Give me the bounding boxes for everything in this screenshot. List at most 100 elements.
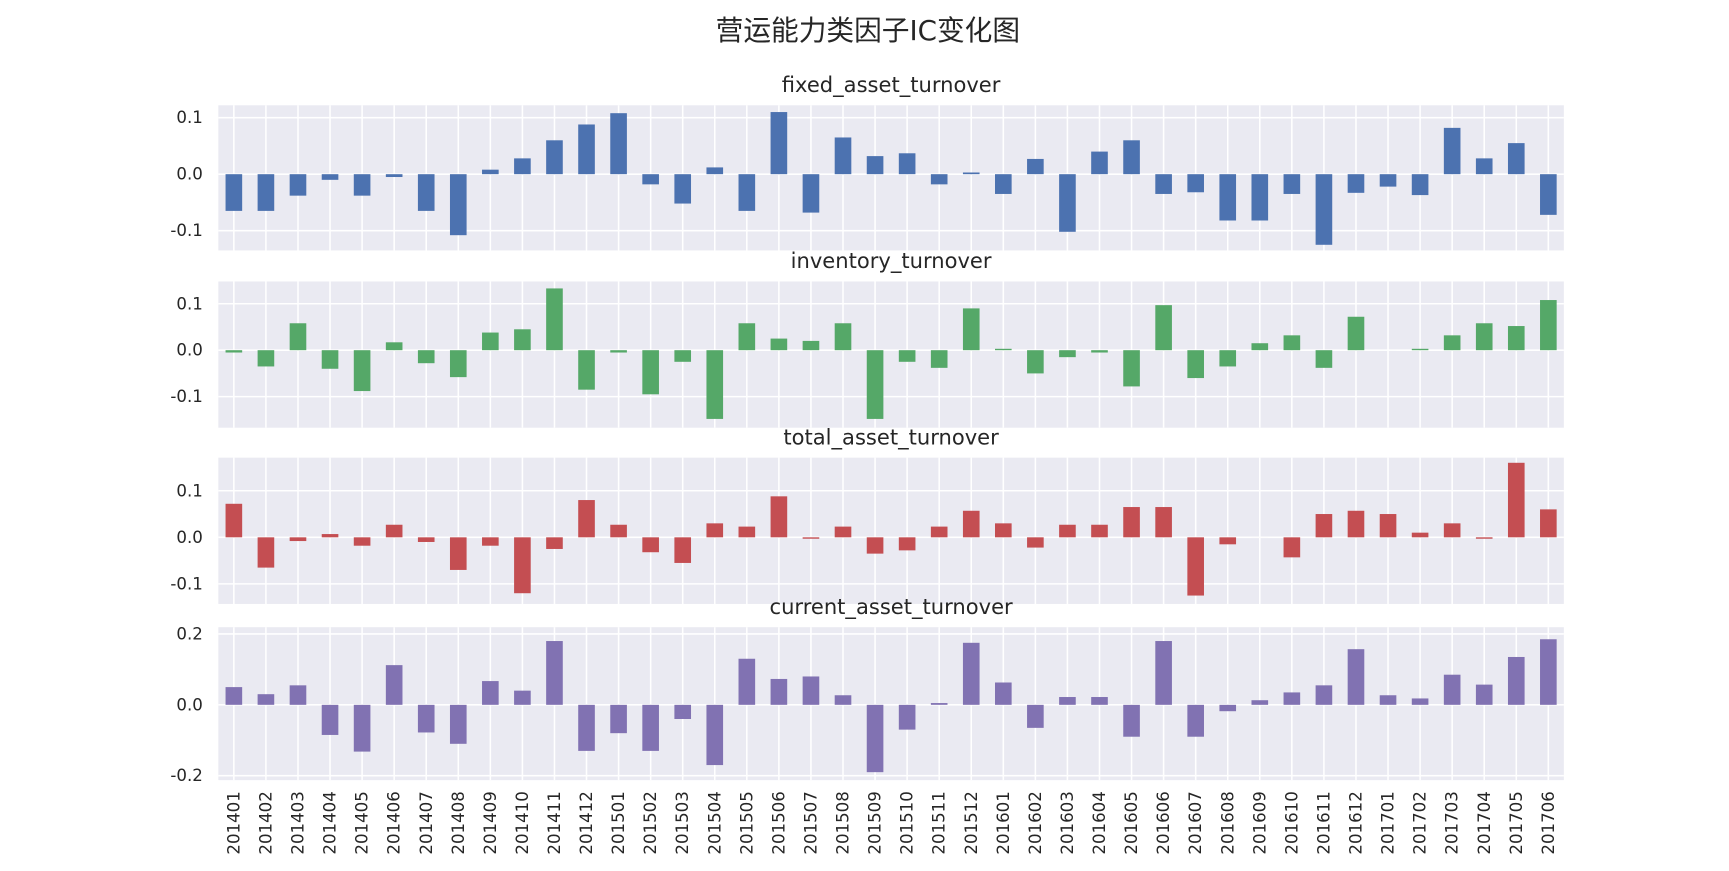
bar-201411 — [546, 537, 563, 549]
bar-201607 — [1187, 350, 1204, 379]
bar-201503 — [674, 704, 692, 719]
bar-201501 — [610, 350, 627, 353]
bar-201703 — [1443, 523, 1461, 538]
bar-201503 — [674, 537, 692, 563]
x-tick-label: 201410 — [513, 791, 532, 854]
chart-title: 营运能力类因子IC变化图 — [716, 14, 1020, 47]
x-tick-label: 201403 — [289, 791, 308, 854]
bar-201705 — [1507, 462, 1525, 538]
x-tick-label: 201411 — [545, 791, 564, 854]
bar-201610 — [1283, 335, 1301, 351]
x-tick-label: 201407 — [417, 791, 436, 854]
bar-201504 — [706, 350, 724, 419]
bar-201412 — [578, 124, 595, 175]
bar-201405 — [353, 704, 371, 752]
bar-201401 — [225, 174, 243, 211]
x-tick-label: 201511 — [930, 791, 949, 854]
x-tick-label: 201501 — [609, 791, 628, 854]
bar-201411 — [546, 140, 563, 175]
bar-201609 — [1251, 700, 1269, 705]
bar-201608 — [1219, 537, 1237, 545]
subplot-title: total_asset_turnover — [783, 424, 999, 449]
bar-201504 — [706, 704, 724, 766]
bar-201403 — [289, 537, 307, 542]
bar-201609 — [1251, 174, 1269, 221]
bar-201404 — [321, 704, 339, 735]
bar-201505 — [738, 526, 756, 538]
bar-201610 — [1283, 692, 1301, 705]
x-tick-label: 201406 — [385, 791, 404, 854]
x-tick-label: 201509 — [866, 791, 885, 854]
bar-201509 — [866, 537, 884, 554]
bar-201512 — [962, 510, 980, 538]
bar-201611 — [1315, 685, 1333, 705]
plot-background — [218, 457, 1564, 604]
x-tick-label: 201405 — [353, 791, 372, 854]
bar-201507 — [802, 537, 820, 539]
bar-201405 — [353, 537, 371, 546]
bar-201706 — [1540, 509, 1557, 538]
plot-background — [218, 627, 1564, 781]
bar-201501 — [610, 113, 627, 175]
bar-201703 — [1443, 335, 1461, 351]
bar-201512 — [962, 642, 980, 705]
bar-201601 — [994, 682, 1012, 705]
bar-201406 — [385, 665, 403, 705]
bar-201508 — [834, 323, 852, 351]
bar-201409 — [482, 537, 499, 546]
subplot-title: fixed_asset_turnover — [782, 72, 1001, 97]
bar-201405 — [353, 174, 371, 196]
bar-201505 — [738, 174, 756, 211]
bar-201510 — [898, 350, 916, 362]
bar-201602 — [1027, 158, 1044, 175]
bar-201605 — [1123, 140, 1140, 175]
bar-201706 — [1540, 174, 1557, 215]
bar-201703 — [1443, 127, 1461, 175]
bar-201408 — [449, 704, 467, 744]
bar-201607 — [1187, 537, 1204, 596]
x-tick-label: 201505 — [737, 791, 756, 854]
bar-201610 — [1283, 174, 1301, 194]
x-tick-label: 201603 — [1058, 791, 1077, 854]
bar-201610 — [1283, 537, 1301, 558]
bar-201603 — [1059, 697, 1076, 705]
x-tick-label: 201706 — [1539, 791, 1558, 854]
bar-201506 — [770, 496, 788, 538]
y-tick-label: 0.0 — [176, 695, 202, 714]
bar-201506 — [770, 112, 788, 175]
bar-201407 — [417, 537, 435, 542]
bar-201412 — [578, 500, 595, 538]
bar-201601 — [994, 523, 1012, 538]
bar-201601 — [994, 348, 1012, 351]
bar-201608 — [1219, 174, 1237, 221]
x-tick-label: 201704 — [1475, 791, 1494, 854]
bar-201603 — [1059, 350, 1076, 358]
bar-201407 — [417, 350, 435, 364]
x-tick-label: 201412 — [577, 791, 596, 854]
bar-201503 — [674, 174, 692, 204]
bar-201611 — [1315, 174, 1333, 245]
subplot-current-asset-turnover: 0.2 0.0 -0.2 current_asset_turnover — [170, 594, 1564, 785]
bar-201702 — [1411, 698, 1429, 705]
x-tick-label: 201701 — [1379, 791, 1398, 854]
bar-201504 — [706, 523, 724, 538]
bar-201408 — [449, 174, 467, 236]
bar-201407 — [417, 174, 435, 211]
plot-background — [218, 105, 1564, 251]
x-tick-label: 201504 — [705, 791, 724, 854]
bar-201405 — [353, 350, 371, 392]
bar-201402 — [257, 174, 275, 211]
x-tick-label: 201609 — [1250, 791, 1269, 854]
bar-201402 — [257, 694, 275, 705]
bar-201612 — [1347, 316, 1365, 351]
bar-201507 — [802, 676, 820, 705]
x-tick-label: 201610 — [1282, 791, 1301, 854]
bar-201508 — [834, 526, 852, 538]
bar-201603 — [1059, 524, 1076, 538]
bar-201611 — [1315, 514, 1333, 538]
bar-201605 — [1123, 704, 1140, 737]
x-tick-label: 201601 — [994, 791, 1013, 854]
bar-201608 — [1219, 350, 1237, 367]
y-tick-label: 0.1 — [176, 108, 202, 127]
bar-201505 — [738, 323, 756, 351]
